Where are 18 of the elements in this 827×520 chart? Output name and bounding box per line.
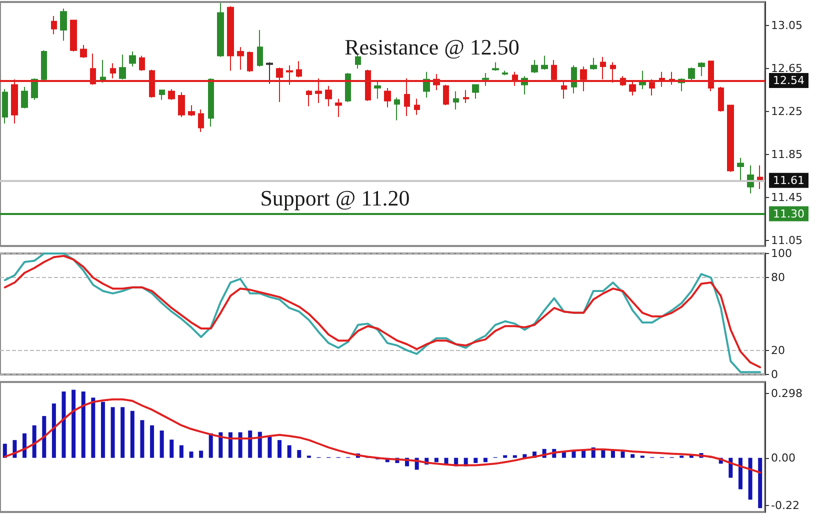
y-tick-label: 0 — [771, 368, 778, 381]
y-tick-label: 80 — [771, 271, 785, 284]
y-tick-label: 20 — [771, 344, 785, 357]
y-tick-label: 11.05 — [771, 234, 802, 248]
y-tick-label: 13.05 — [771, 19, 802, 32]
y-tick-label: 12.25 — [771, 105, 802, 118]
annotation: Support @ 11.20 — [260, 186, 410, 210]
ref-line-label: 11.61 — [773, 174, 804, 187]
y-tick-label: 11.85 — [771, 148, 802, 162]
ref-line-label: 12.54 — [773, 74, 804, 87]
y-tick-label: 100 — [771, 247, 792, 260]
y-tick-label: 11.45 — [771, 191, 802, 204]
y-tick-label: 0.298 — [771, 386, 802, 400]
annotation: Resistance @ 12.50 — [344, 34, 520, 60]
ref-line-label: 11.30 — [773, 207, 804, 220]
y-tick-label: 12.65 — [771, 62, 802, 76]
y-tick-label: -0.22 — [771, 499, 800, 512]
y-tick-label: 0.00 — [771, 451, 796, 464]
